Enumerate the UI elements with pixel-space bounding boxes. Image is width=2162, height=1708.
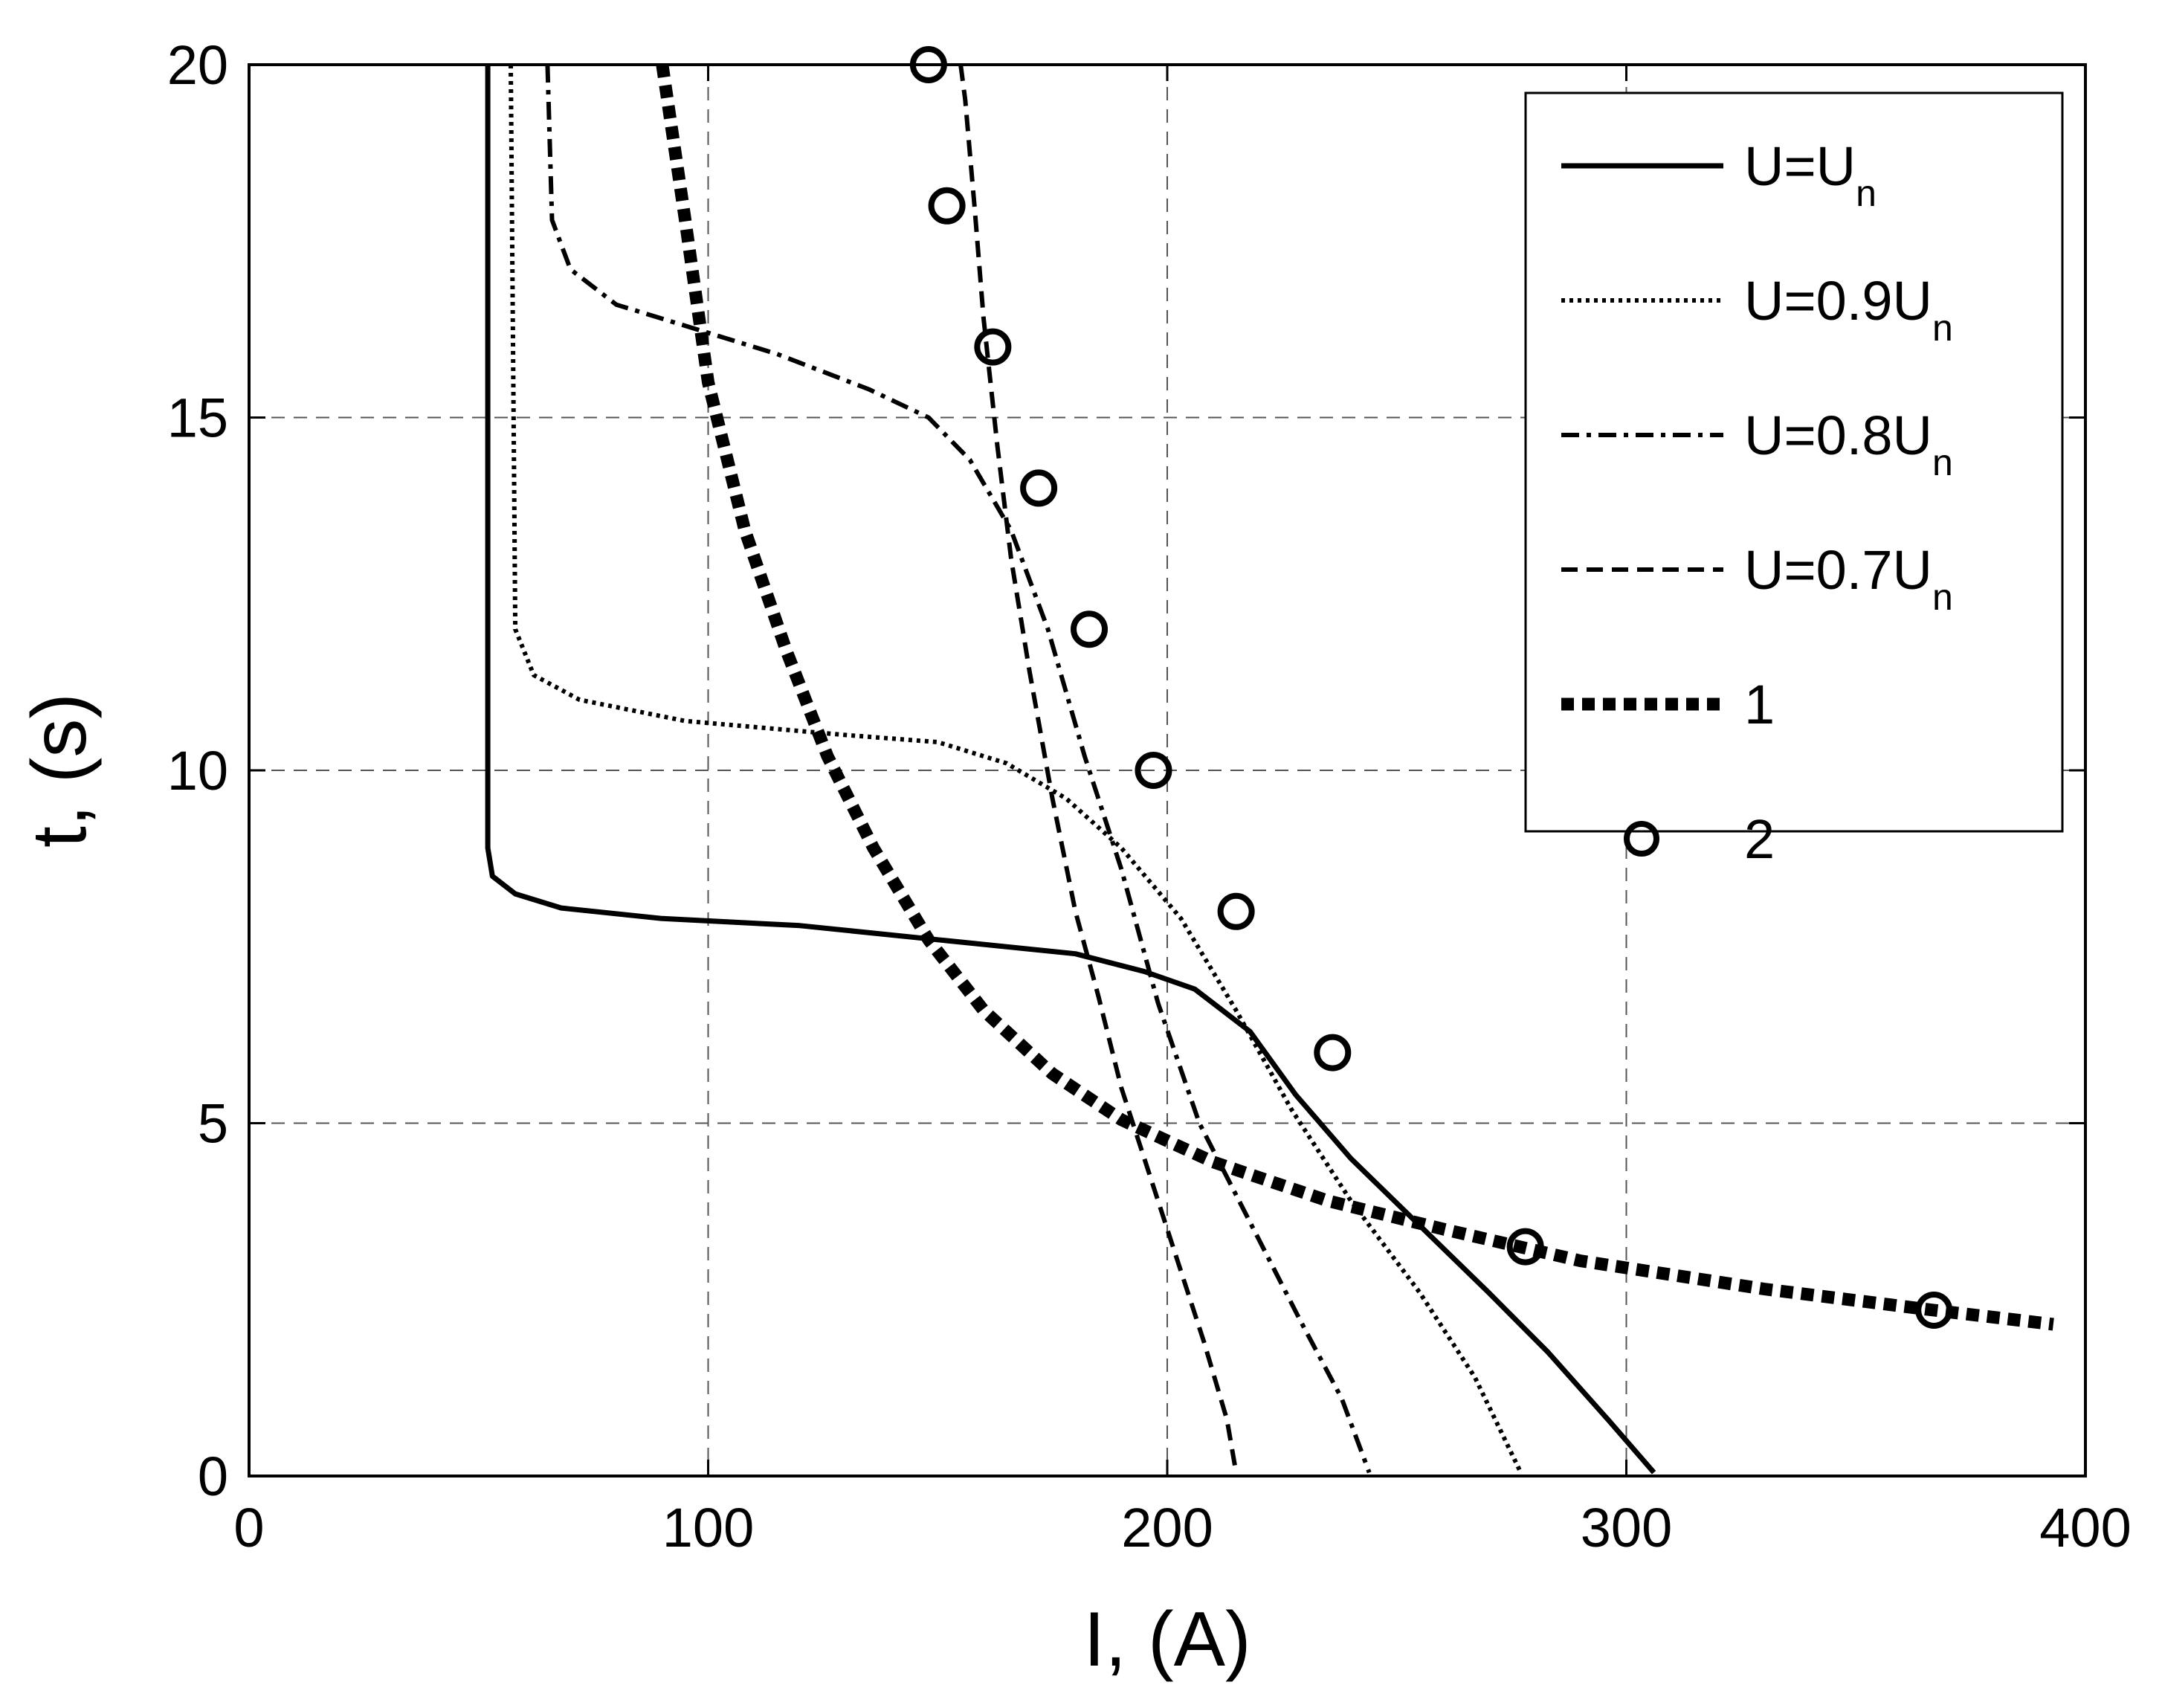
legend-marker-2 [1624, 821, 1659, 857]
series-2-marker [1506, 1228, 1544, 1266]
series-2-marker [974, 328, 1012, 366]
series-2-marker [1915, 1291, 1953, 1329]
legend-label-5: 1 [1744, 674, 1775, 735]
series-2-marker [1217, 892, 1255, 930]
series-2-marker [1071, 610, 1109, 648]
y-tick-label: 15 [167, 387, 228, 449]
series-2-marker [928, 187, 966, 225]
series-2-marker [1020, 469, 1058, 507]
y-tick-label: 20 [167, 34, 228, 96]
series-2-marker [1314, 1034, 1352, 1071]
series-group [485, 46, 2054, 1475]
x-tick-label: 0 [233, 1497, 264, 1559]
series-line-5 [656, 63, 2054, 1331]
x-tick-label: 400 [2039, 1497, 2131, 1559]
x-tick-label: 300 [1581, 1497, 1672, 1559]
series-line-3 [545, 64, 1372, 1474]
y-tick-label: 5 [198, 1093, 228, 1155]
legend-label-6: 2 [1744, 808, 1775, 870]
axis-ticks: 0 100 200 300 400 0 5 10 15 20 [167, 34, 2132, 1559]
y-tick-label: 0 [198, 1446, 228, 1507]
x-axis-label: I, (A) [1083, 1596, 1251, 1683]
y-axis-label: t, (s) [16, 693, 103, 848]
x-tick-label: 200 [1121, 1497, 1213, 1559]
series-line-4 [958, 64, 1239, 1473]
series-2-marker [1135, 752, 1172, 789]
series-line-2 [509, 64, 1523, 1474]
y-tick-label: 10 [167, 740, 228, 802]
series-line-1 [485, 65, 1656, 1475]
x-tick-label: 100 [662, 1497, 754, 1559]
